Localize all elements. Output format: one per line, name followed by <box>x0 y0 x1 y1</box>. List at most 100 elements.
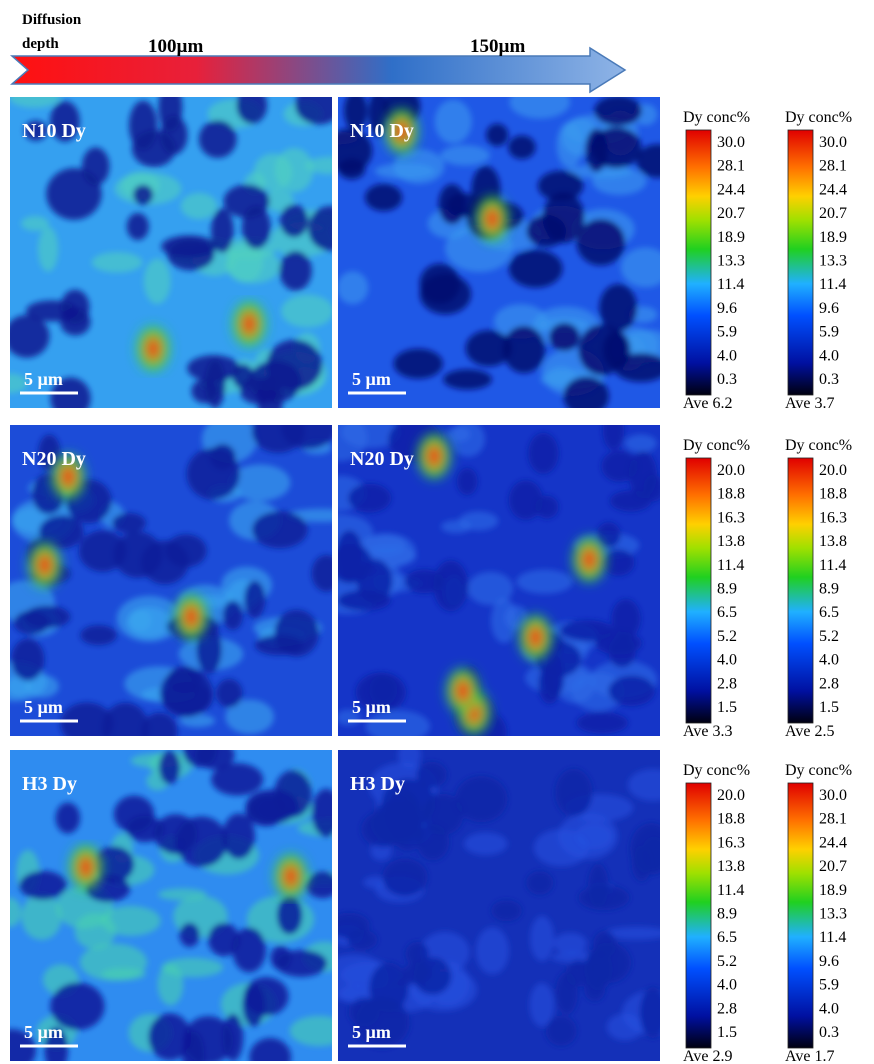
map-grain <box>535 496 558 519</box>
colorbar-title: Dy conc% <box>785 109 852 126</box>
colorbar-tick-label: 13.3 <box>819 253 847 270</box>
colorbar-tick-label: 5.2 <box>819 628 839 645</box>
map-label: N20 Dy <box>22 448 86 470</box>
map-grain <box>595 632 642 655</box>
map-grain <box>274 610 319 657</box>
map-network <box>281 295 333 328</box>
map-network <box>476 927 509 974</box>
colorbar-tick-label: 0.3 <box>819 1024 839 1041</box>
map-grain <box>526 215 566 247</box>
colorbar-tick-label: 9.6 <box>717 300 737 317</box>
map-grain <box>60 702 113 745</box>
map-grain <box>159 751 180 785</box>
map-hotspot <box>528 624 544 650</box>
map-label: N20 Dy <box>350 448 414 470</box>
map-grain <box>4 315 49 358</box>
map-grain <box>576 219 625 266</box>
map-grain <box>593 931 616 958</box>
map-grain <box>588 864 609 909</box>
map-grain <box>348 484 391 513</box>
map-label: N10 Dy <box>350 120 414 142</box>
map-network <box>621 247 670 287</box>
map-grain <box>632 845 652 881</box>
colorbar-tick-label: 1.5 <box>819 699 839 716</box>
map-grain <box>563 377 609 416</box>
colorbar-tick-label: 18.9 <box>819 229 847 246</box>
map-network <box>554 933 587 955</box>
map-grain <box>127 213 149 240</box>
map-network <box>468 572 514 605</box>
map-grain <box>211 763 263 796</box>
colorbar-tick-label: 5.2 <box>717 953 737 970</box>
map-grain <box>183 734 217 768</box>
map-grain <box>603 331 630 369</box>
map-network <box>158 888 206 900</box>
map-grain <box>80 625 117 645</box>
map-grain <box>282 408 336 449</box>
colorbar-tick-label: 0.3 <box>717 371 737 388</box>
map-hotspot <box>78 854 94 880</box>
map-grain <box>591 127 641 168</box>
colorbar-tick-label: 6.5 <box>717 604 737 621</box>
map-panel: H3 Dy5 µm <box>318 742 685 1061</box>
map-grain <box>129 101 157 151</box>
map-network <box>337 271 368 304</box>
colorbar-tick-label: 4.0 <box>819 1000 839 1017</box>
map-grain <box>443 369 492 389</box>
map-network <box>557 122 583 168</box>
map-grain <box>208 923 239 956</box>
map-grain <box>199 120 237 158</box>
map-grain <box>629 451 657 498</box>
map-grain <box>280 204 308 237</box>
map-panel: N10 Dy5 µm <box>0 82 357 424</box>
colorbar <box>686 783 711 1048</box>
map-network <box>464 832 508 855</box>
map-network <box>9 87 60 107</box>
map-label: H3 Dy <box>350 773 405 795</box>
map-grain <box>549 323 580 351</box>
map-hotspot <box>37 552 53 578</box>
header-title: Diffusion <box>22 12 82 28</box>
map-label: N10 Dy <box>22 120 86 142</box>
map-network <box>446 426 470 442</box>
colorbar-tick-label: 4.0 <box>717 977 737 994</box>
colorbar-tick-label: 4.0 <box>717 652 737 669</box>
colorbar-tick-label: 30.0 <box>819 134 847 151</box>
map-grain <box>279 251 312 291</box>
map-grain <box>455 776 507 822</box>
map-hotspot <box>455 678 471 704</box>
colorbar-tick-label: 11.4 <box>819 276 846 293</box>
colorbar <box>686 458 711 723</box>
colorbar-tick-label: 20.0 <box>717 787 745 804</box>
map-hotspot <box>426 443 442 469</box>
map-network <box>398 742 421 768</box>
colorbar-tick-label: 5.9 <box>819 977 839 994</box>
map-hotspot <box>484 206 500 232</box>
colorbar-tick-label: 13.8 <box>717 533 745 550</box>
map-grain <box>538 171 584 201</box>
colorbar-tick-label: 0.3 <box>819 371 839 388</box>
map-grain <box>14 611 50 635</box>
colorbar-tick-label: 18.8 <box>819 486 847 503</box>
colorbar-tick-label: 6.5 <box>717 929 737 946</box>
map-grain <box>446 193 480 217</box>
colorbar-tick-label: 28.1 <box>819 158 847 175</box>
map-network <box>625 434 657 452</box>
map-grain <box>338 159 365 180</box>
map-grain <box>11 638 44 680</box>
colorbar-title: Dy conc% <box>683 109 750 126</box>
colorbar-average: Ave 2.9 <box>683 1048 732 1064</box>
map-grain <box>365 184 402 211</box>
map-hotspot <box>183 604 199 630</box>
colorbar-tick-label: 13.8 <box>717 858 745 875</box>
map-grain <box>544 655 564 698</box>
map-hotspot <box>241 311 257 337</box>
map-label: H3 Dy <box>22 773 77 795</box>
map-panel: N10 Dy5 µm <box>318 85 679 416</box>
colorbar-tick-label: 24.4 <box>819 834 847 851</box>
colorbar-average: Ave 2.5 <box>785 723 834 740</box>
map-network <box>435 100 472 144</box>
colorbar <box>788 130 813 395</box>
map-grain <box>509 249 563 287</box>
colorbar-tick-label: 24.4 <box>717 181 745 198</box>
